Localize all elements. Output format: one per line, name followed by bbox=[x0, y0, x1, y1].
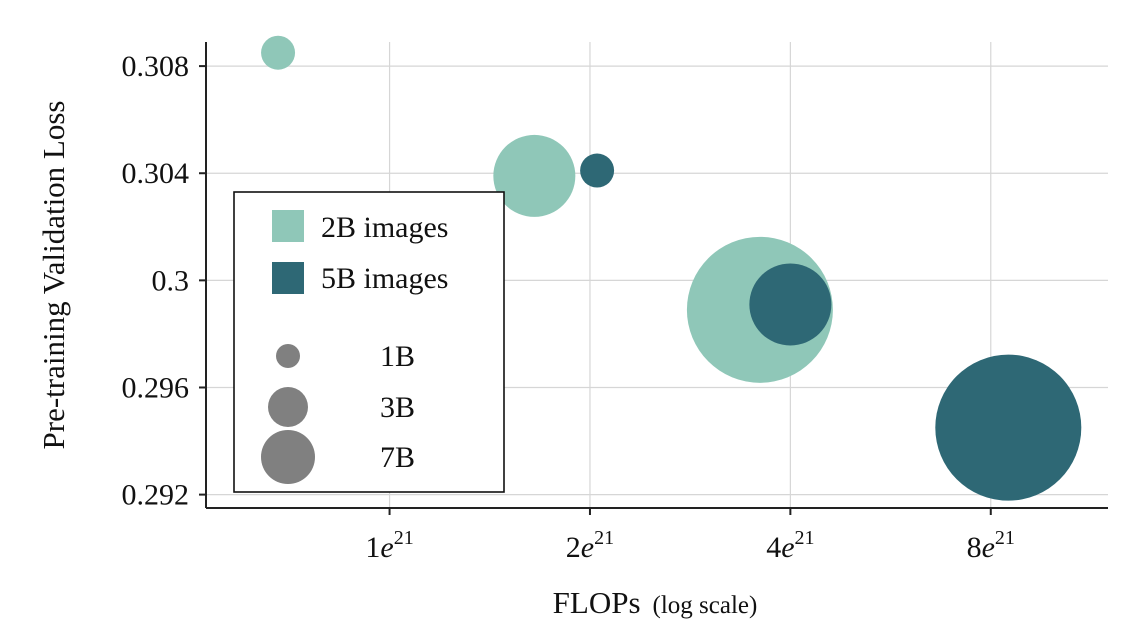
y-tick-labels: 0.292 0.296 0.3 0.304 0.308 bbox=[122, 50, 206, 512]
y-tick-label-1: 0.296 bbox=[122, 371, 190, 404]
x-tick-label-2: 4e21 bbox=[766, 527, 814, 564]
point-series-0-1B bbox=[261, 35, 296, 70]
legend-label-2b-images: 2B images bbox=[321, 211, 449, 244]
y-axis-label: Pre-training Validation Loss bbox=[36, 101, 71, 450]
size-legend-label-3B: 3B bbox=[380, 391, 415, 424]
size-legend: 1B 3B 7B bbox=[261, 340, 415, 484]
legend-swatch-2b-images bbox=[272, 210, 304, 242]
y-tick-label-4: 0.308 bbox=[122, 50, 190, 83]
x-tick-label-0: 1e21 bbox=[365, 527, 413, 564]
x-axis-label-note: (log scale) bbox=[653, 592, 758, 619]
x-tick-label-3: 8e21 bbox=[967, 527, 1015, 564]
y-tick-label-2: 0.3 bbox=[152, 264, 190, 297]
point-series-0-3B bbox=[493, 134, 576, 217]
data-points bbox=[261, 35, 1082, 501]
point-series-1-3B bbox=[749, 263, 832, 346]
x-tick-labels: 1e21 2e21 4e21 8e21 bbox=[365, 508, 1015, 564]
axes bbox=[205, 42, 1108, 509]
size-legend-label-7B: 7B bbox=[380, 441, 415, 474]
y-tick-label-0: 0.292 bbox=[122, 479, 190, 512]
size-legend-marker-1B bbox=[276, 344, 300, 368]
x-axis-label: FLOPs bbox=[553, 585, 641, 620]
legend-swatch-5b-images bbox=[272, 262, 304, 294]
legend: 2B images 5B images 1B 3B 7B bbox=[233, 191, 505, 493]
legend-label-5b-images: 5B images bbox=[321, 262, 449, 295]
x-tick-label-1: 2e21 bbox=[566, 527, 614, 564]
size-legend-marker-7B bbox=[261, 430, 315, 484]
size-legend-marker-3B bbox=[268, 387, 308, 427]
y-tick-label-3: 0.304 bbox=[122, 157, 190, 190]
point-series-1-1B bbox=[580, 153, 615, 188]
point-series-1-7B bbox=[935, 354, 1082, 501]
x-axis-label-group: FLOPs (log scale) bbox=[553, 585, 758, 620]
size-legend-label-1B: 1B bbox=[380, 340, 415, 373]
